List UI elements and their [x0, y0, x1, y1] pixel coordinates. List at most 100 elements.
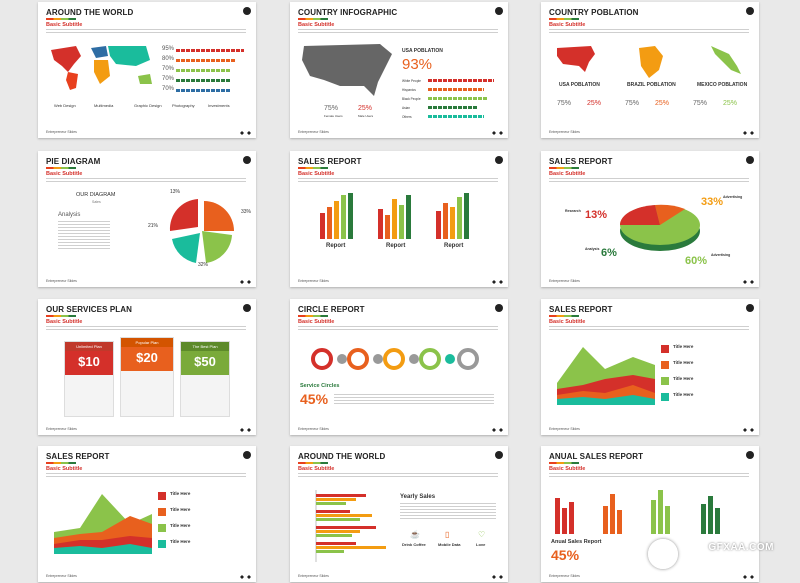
col-3-name: MEXICO POBLATION — [697, 82, 748, 88]
plan-card-1[interactable]: Unlimited Plan $10 — [64, 341, 114, 417]
pie-label-1: 13% — [170, 189, 181, 195]
nav-arrows[interactable] — [492, 131, 503, 135]
pct-advertising-bottom: 60% — [685, 255, 708, 267]
world-map — [51, 46, 152, 90]
slide-sales-report-area[interactable]: SALES REPORT Basic Subtitle Title Here T… — [541, 299, 759, 435]
legend-3: Graphic Design — [134, 103, 162, 108]
female-label: Female Users — [324, 114, 343, 118]
yearly-sales: Yearly Sales — [400, 494, 436, 500]
item-2: Title Here — [673, 360, 694, 365]
slide-title: AROUND THE WORLD — [298, 452, 386, 461]
legend-sq-1 — [661, 345, 669, 353]
slide-pie-diagram[interactable]: PIE DIAGRAM Basic Subtitle OUR DIAGRAM S… — [38, 151, 256, 287]
slide-country-poblation[interactable]: COUNTRY POBLATION Basic Subtitle USA POB… — [541, 2, 759, 138]
nav-arrows[interactable] — [240, 280, 251, 284]
nav-arrows[interactable] — [743, 575, 754, 579]
slide-title: ANUAL SALES REPORT — [549, 452, 644, 461]
footer: Entrepreneur Slides — [46, 279, 77, 283]
body-text — [298, 178, 498, 184]
bar-5 — [176, 89, 230, 92]
diagram-sales: Sales — [92, 200, 101, 204]
logo-icon — [243, 7, 251, 15]
bar-label-1: White People — [402, 79, 421, 83]
slide-sales-report-area-2[interactable]: SALES REPORT Basic Subtitle Title Here T… — [38, 446, 256, 582]
logo-icon — [495, 304, 503, 312]
bar-3 — [176, 69, 230, 72]
male-percent: 25% — [358, 105, 373, 112]
divider — [298, 462, 328, 464]
big-percent: 93% — [402, 56, 433, 73]
divider — [549, 315, 579, 317]
legend-sq-4 — [661, 393, 669, 401]
body-text — [46, 473, 246, 479]
item-1: Title Here — [673, 344, 694, 349]
footer: Entrepreneur Slides — [298, 279, 329, 283]
slide-title: SALES REPORT — [46, 452, 110, 461]
divider — [46, 315, 76, 317]
nav-arrows[interactable] — [240, 575, 251, 579]
circle-rings — [311, 348, 479, 370]
slide-around-world-2[interactable]: AROUND THE WORLD Basic Subtitle Yearly S… — [290, 446, 508, 582]
slide-sales-report-bars[interactable]: SALES REPORT Basic Subtitle Report Repor… — [290, 151, 508, 287]
pct-analysis: 6% — [601, 247, 617, 259]
slide-subtitle: Basic Subtitle — [298, 171, 335, 177]
plan-card-2[interactable]: Popular Plan $20 — [120, 337, 174, 417]
plan-name: The Best Plan — [181, 342, 229, 351]
logo-icon — [746, 304, 754, 312]
bar-4 — [428, 106, 478, 109]
country-maps — [557, 46, 741, 78]
plan-price: $20 — [121, 347, 173, 371]
footer: Entrepreneur Slides — [549, 427, 580, 431]
report-label-1: Report — [326, 243, 346, 249]
divider — [46, 18, 76, 20]
area-chart — [557, 347, 655, 405]
body-text — [549, 326, 749, 332]
col-1-male: 25% — [587, 100, 602, 107]
footer: Entrepreneur Slides — [549, 279, 580, 283]
slide-services-plan[interactable]: OUR SERVICES PLAN Basic Subtitle Unlimit… — [38, 299, 256, 435]
body-text — [549, 29, 749, 35]
slide-title: SALES REPORT — [298, 157, 362, 166]
nav-arrows[interactable] — [240, 428, 251, 432]
male-label: Male Users — [358, 114, 374, 118]
slide-subtitle: Basic Subtitle — [549, 171, 586, 177]
slide-subtitle: Basic Subtitle — [298, 466, 335, 472]
slide-subtitle: Basic Subtitle — [549, 319, 586, 325]
circle-text — [334, 394, 494, 404]
bar-4 — [176, 79, 230, 82]
bar-label-2: Hispanics — [402, 88, 416, 92]
slide-sales-report-3d-pie[interactable]: SALES REPORT Basic Subtitle 33% 13% 6% 6… — [541, 151, 759, 287]
plan-card-3[interactable]: The Best Plan $50 — [180, 341, 230, 417]
body-text — [298, 326, 498, 332]
pct-advertising-top: 33% — [701, 196, 724, 208]
legend-sq-2 — [158, 508, 166, 516]
vbar-groups — [555, 490, 720, 534]
bar-label-3: Black People — [402, 97, 421, 101]
nav-arrows[interactable] — [743, 280, 754, 284]
love-icon: ♡ — [478, 530, 486, 539]
footer: Entrepreneur Slides — [46, 130, 77, 134]
nav-arrows[interactable] — [492, 575, 503, 579]
plan-price: $10 — [65, 351, 113, 375]
icon-label-2: Mobile Data — [438, 542, 461, 547]
slide-subtitle: Basic Subtitle — [46, 319, 83, 325]
nav-arrows[interactable] — [492, 280, 503, 284]
diagram-title: OUR DIAGRAM — [76, 192, 116, 198]
percent-2: 80% — [162, 56, 175, 62]
nav-arrows[interactable] — [743, 428, 754, 432]
legend-2: Multimedia — [94, 103, 114, 108]
nav-arrows[interactable] — [492, 428, 503, 432]
hbar-chart — [315, 490, 386, 562]
slide-country-infographic[interactable]: COUNTRY INFOGRAPHIC Basic Subtitle USA P… — [290, 2, 508, 138]
nav-arrows[interactable] — [743, 131, 754, 135]
plan-name: Popular Plan — [121, 338, 173, 347]
pie-label-4: 32% — [198, 262, 209, 268]
slide-title: COUNTRY POBLATION — [549, 8, 639, 17]
slide-around-world[interactable]: AROUND THE WORLD Basic Subtitle 95% 80% … — [38, 2, 256, 138]
col-1-female: 75% — [557, 100, 572, 107]
item-3: Title Here — [170, 523, 191, 528]
slide-circle-report[interactable]: CIRCLE REPORT Basic Subtitle Service Cir… — [290, 299, 508, 435]
nav-arrows[interactable] — [240, 131, 251, 135]
slide-subtitle: Basic Subtitle — [549, 22, 586, 28]
logo-icon — [495, 451, 503, 459]
